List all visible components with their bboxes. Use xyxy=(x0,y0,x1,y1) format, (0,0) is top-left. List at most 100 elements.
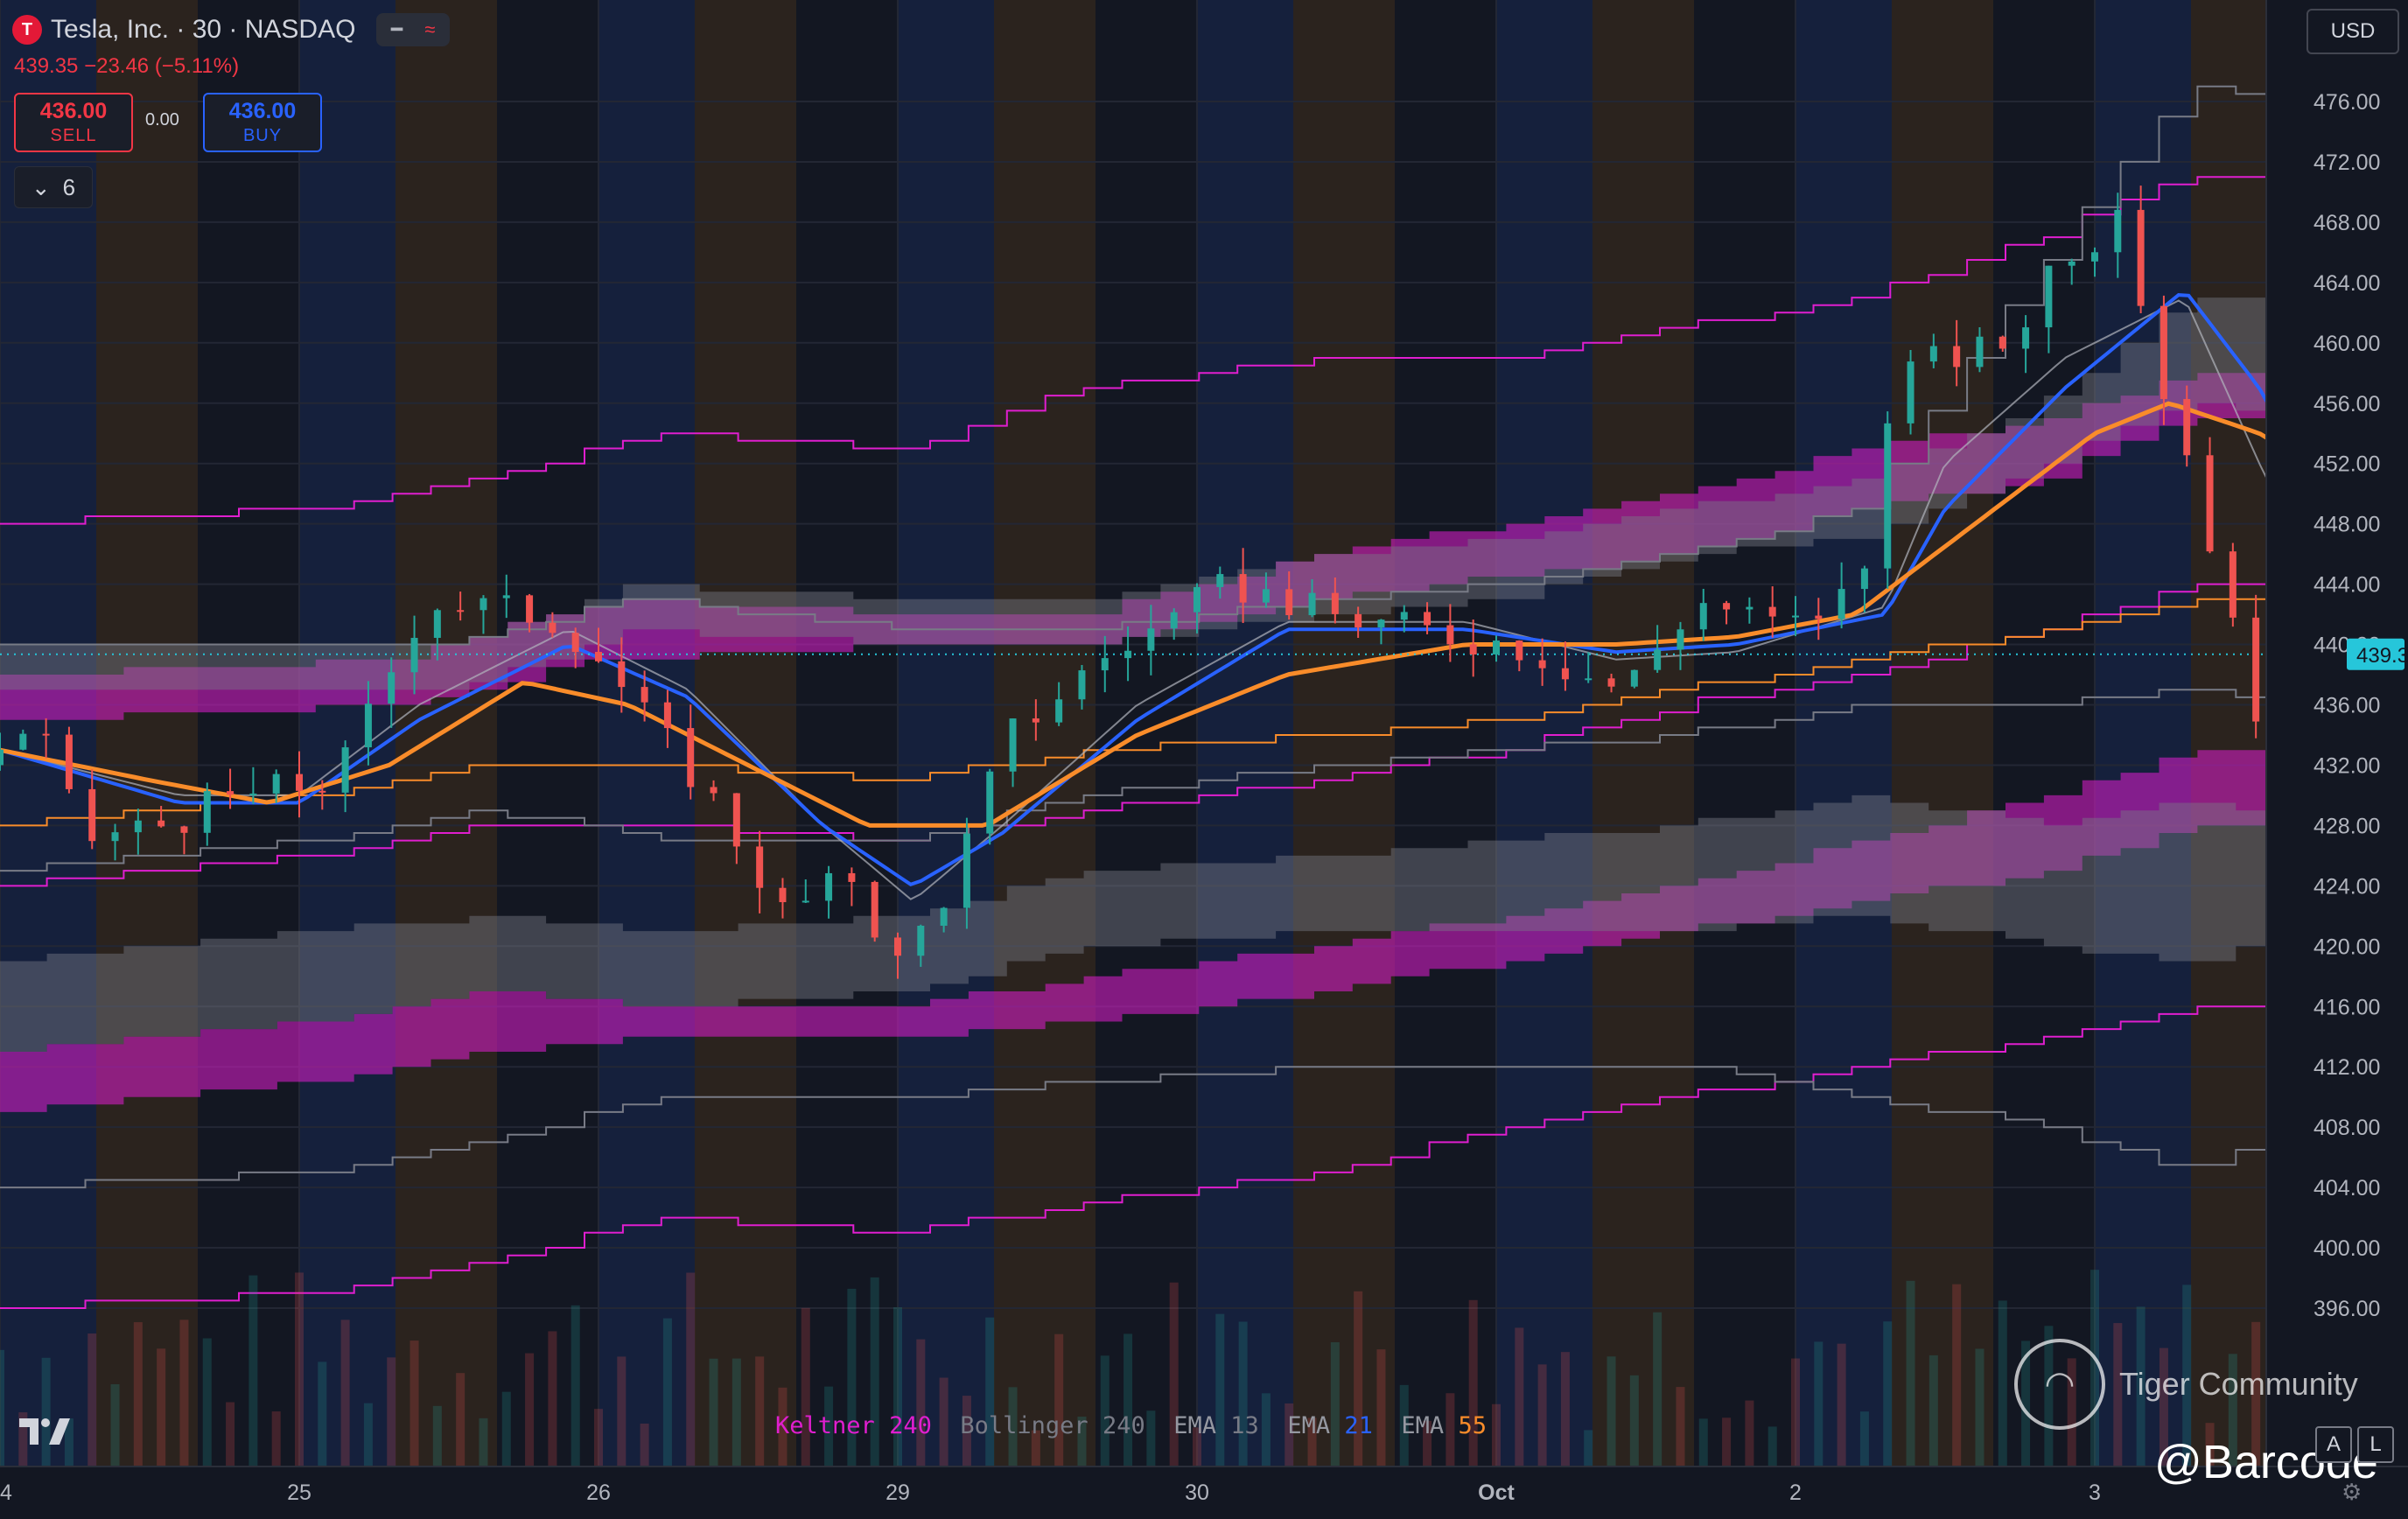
bollinger-label[interactable]: Bollinger xyxy=(960,1412,1088,1439)
candle xyxy=(848,872,856,882)
tiger-logo-icon: ◠ xyxy=(2014,1339,2105,1430)
candle xyxy=(1654,649,1662,670)
candle xyxy=(1032,718,1040,723)
candle xyxy=(1446,625,1454,645)
candle xyxy=(1929,346,1937,362)
volume-bar xyxy=(110,1383,120,1466)
candle xyxy=(732,793,740,847)
volume-bar xyxy=(2113,1323,2123,1466)
y-tick-label: 396.00 xyxy=(2314,1297,2380,1321)
bollinger-lower-band xyxy=(0,794,2275,1052)
ema55-channel-line xyxy=(0,598,2275,827)
afterhours-shading xyxy=(1496,0,1592,1466)
volume-bar xyxy=(41,1357,51,1466)
candle xyxy=(1147,628,1155,651)
candle xyxy=(364,704,372,748)
ema21-label[interactable]: EMA xyxy=(1287,1412,1331,1439)
candle xyxy=(0,749,4,766)
volume-bar xyxy=(179,1320,189,1466)
candle xyxy=(1838,589,1845,620)
volume-bar xyxy=(1676,1387,1685,1466)
volume-bar xyxy=(1629,1375,1639,1466)
afterhours-shading xyxy=(598,0,695,1466)
indicators-toggle[interactable]: ⌄ 6 xyxy=(14,166,93,208)
ema13-line xyxy=(0,299,2408,900)
volume-bar xyxy=(778,1387,788,1466)
buy-button[interactable]: 436.00 BUY xyxy=(203,93,322,152)
candle xyxy=(2022,327,2030,349)
volume-bar xyxy=(2205,1423,2215,1466)
time-axis[interactable] xyxy=(0,1466,2408,1519)
candle xyxy=(1285,589,1293,616)
candle xyxy=(526,595,534,623)
volume-bar xyxy=(1722,1418,1732,1466)
candle xyxy=(1860,568,1868,590)
volume-bar xyxy=(686,1272,696,1466)
minus-icon[interactable]: ━ xyxy=(390,18,403,40)
tiger-community-text: Tiger Community xyxy=(2119,1366,2358,1402)
y-tick-label: 456.00 xyxy=(2314,392,2380,416)
volume-bar xyxy=(824,1386,834,1466)
y-tick-label: 424.00 xyxy=(2314,874,2380,899)
y-tick-label: 420.00 xyxy=(2314,934,2380,959)
candle xyxy=(1792,615,1799,618)
auto-scale-button[interactable]: A xyxy=(2315,1426,2352,1463)
premarket-shading xyxy=(695,0,796,1466)
premarket-shading xyxy=(96,0,198,1466)
x-tick-label: 3 xyxy=(2089,1480,2101,1505)
volume-bar xyxy=(594,1409,603,1466)
candle xyxy=(1400,612,1408,620)
ema55-label[interactable]: EMA xyxy=(1401,1412,1445,1439)
candle xyxy=(1815,615,1823,620)
volume-bar xyxy=(2182,1284,2192,1466)
candle xyxy=(1101,658,1109,671)
ema13-label[interactable]: EMA xyxy=(1173,1412,1217,1439)
volume-bar xyxy=(570,1305,580,1466)
tesla-logo-icon: T xyxy=(12,15,42,45)
sell-price: 436.00 xyxy=(39,99,108,123)
candle xyxy=(42,733,50,736)
candle xyxy=(457,610,465,612)
volume-bar xyxy=(1606,1356,1616,1466)
volume-bar xyxy=(1837,1343,1846,1466)
candle xyxy=(1516,640,1523,661)
candle xyxy=(640,687,648,703)
candle xyxy=(1308,592,1316,616)
currency-selector[interactable]: USD xyxy=(2306,9,2399,54)
volume-bar xyxy=(2136,1306,2146,1466)
candle xyxy=(2137,209,2145,306)
candle xyxy=(1493,640,1500,654)
tradingview-logo-icon[interactable] xyxy=(19,1414,70,1453)
volume-bar xyxy=(801,1307,810,1466)
candle xyxy=(1630,669,1638,687)
wave-icon[interactable]: ≈ xyxy=(424,18,436,40)
bollinger-channel-line xyxy=(0,689,2275,872)
gear-icon[interactable]: ⚙ xyxy=(2342,1479,2362,1505)
sell-button[interactable]: 436.00 SELL xyxy=(14,93,133,152)
keltner-label[interactable]: Keltner xyxy=(775,1412,875,1439)
volume-bar xyxy=(1814,1341,1824,1466)
candle xyxy=(2183,399,2191,456)
ema55-line xyxy=(0,401,2408,828)
volume-bar xyxy=(88,1334,97,1466)
y-tick-label: 412.00 xyxy=(2314,1055,2380,1080)
candle xyxy=(1009,718,1017,772)
candle xyxy=(2229,551,2236,618)
candle xyxy=(410,637,418,673)
candle xyxy=(1216,574,1224,587)
candle xyxy=(1998,336,2006,349)
candle xyxy=(1262,589,1270,603)
symbol-title[interactable]: Tesla, Inc. · 30 · NASDAQ xyxy=(51,15,356,44)
candle xyxy=(2252,617,2260,722)
log-scale-button[interactable]: L xyxy=(2357,1426,2394,1463)
y-tick-label: 400.00 xyxy=(2314,1236,2380,1261)
price-axis[interactable] xyxy=(2266,0,2408,1466)
candle xyxy=(249,793,257,795)
candle xyxy=(2206,455,2214,552)
volume-bar xyxy=(456,1373,466,1466)
candle xyxy=(1124,650,1132,659)
candle xyxy=(1907,361,1914,424)
volume-bar xyxy=(1768,1426,1777,1466)
y-tick-label: 452.00 xyxy=(2314,452,2380,477)
